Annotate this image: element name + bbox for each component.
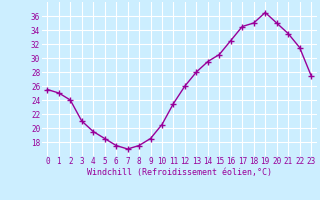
X-axis label: Windchill (Refroidissement éolien,°C): Windchill (Refroidissement éolien,°C)	[87, 168, 272, 177]
